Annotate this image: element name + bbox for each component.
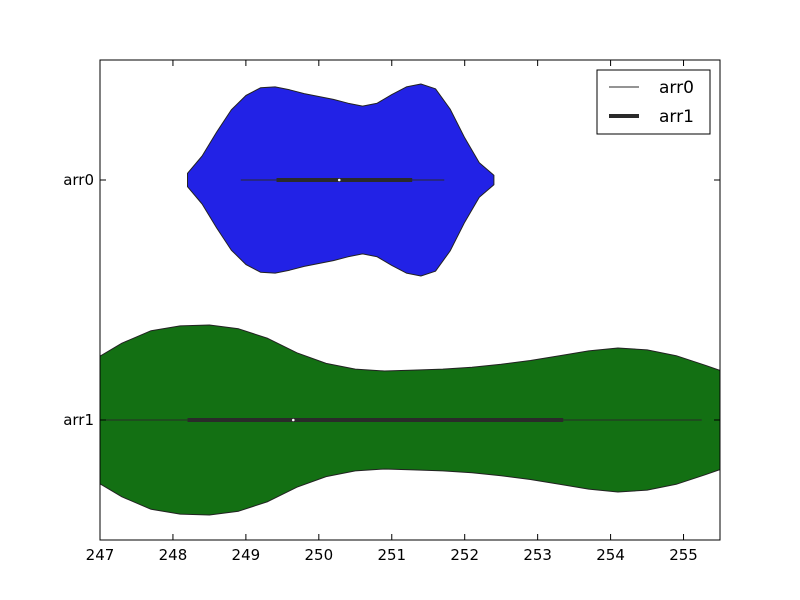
x-tick-label: 251: [377, 546, 406, 564]
x-tick-label: 254: [596, 546, 625, 564]
legend: arr0 arr1: [596, 69, 711, 135]
x-tick-label: 248: [159, 546, 188, 564]
x-tick-label: 253: [523, 546, 552, 564]
y-tick-label: arr0: [63, 171, 94, 189]
y-tick-label: arr1: [63, 411, 94, 429]
legend-box: [596, 69, 711, 135]
axes-layer: 247 248 249 250 251 252 253 254 255 arr0 arr1: [63, 59, 721, 564]
x-tick-label: 247: [86, 546, 115, 564]
x-tick-label: 252: [450, 546, 479, 564]
median-arr0: [337, 178, 341, 182]
violins-layer: [100, 83, 720, 516]
legend-label-arr1: arr1: [659, 107, 694, 127]
x-tick-label: 249: [232, 546, 261, 564]
median-arr1: [291, 418, 295, 422]
x-tick-label: 250: [305, 546, 334, 564]
legend-label-arr0: arr0: [659, 78, 694, 98]
x-tick-label: 255: [669, 546, 698, 564]
violins-clipped: [100, 83, 720, 516]
plot-frame: [99, 59, 721, 541]
